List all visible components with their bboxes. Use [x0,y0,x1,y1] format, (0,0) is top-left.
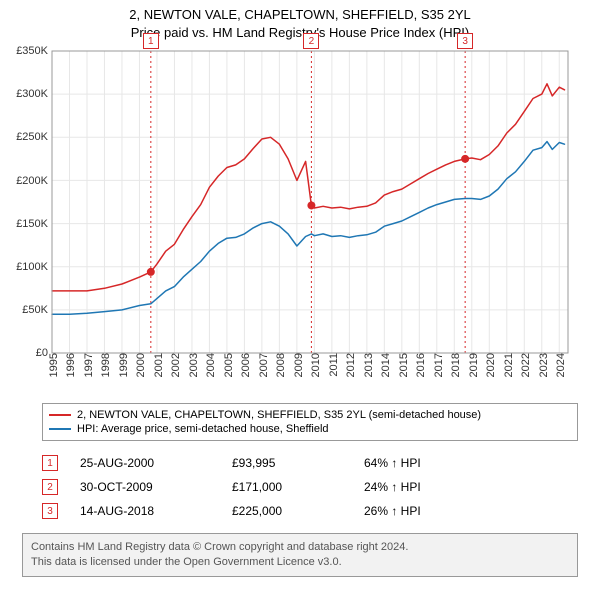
x-tick-label: 1996 [65,353,77,377]
chart-title-line2: Price paid vs. HM Land Registry's House … [0,24,600,42]
x-tick-label: 2008 [275,353,287,377]
x-tick-label: 1995 [48,353,60,377]
sale-price: £93,995 [232,456,342,470]
x-tick-label: 2015 [398,353,410,377]
x-tick-label: 2024 [555,353,567,377]
legend-item: HPI: Average price, semi-detached house,… [49,422,571,436]
x-tick-label: 2020 [485,353,497,377]
x-tick-label: 2003 [188,353,200,377]
legend-swatch [49,414,71,416]
x-tick-label: 2005 [223,353,235,377]
x-tick-label: 2017 [433,353,445,377]
sale-date: 25-AUG-2000 [80,456,210,470]
x-tick-label: 2012 [345,353,357,377]
plot-box: £0£50K£100K£150K£200K£250K£300K£350K1995… [52,51,568,353]
x-tick-label: 2010 [310,353,322,377]
x-tick-label: 2001 [153,353,165,377]
y-tick-label: £250K [16,131,52,143]
y-tick-label: £100K [16,261,52,273]
sales-row: 3 14-AUG-2018 £225,000 26% ↑ HPI [42,499,578,523]
x-tick-label: 2004 [205,353,217,377]
x-tick-label: 1998 [100,353,112,377]
footer-line2: This data is licensed under the Open Gov… [31,555,569,570]
chart-container: { "title": { "line1": "2, NEWTON VALE, C… [0,0,600,590]
footer-attribution: Contains HM Land Registry data © Crown c… [22,533,578,577]
x-tick-label: 2018 [450,353,462,377]
sale-marker-box: 2 [303,33,319,49]
sales-row: 2 30-OCT-2009 £171,000 24% ↑ HPI [42,475,578,499]
sale-marker-box: 3 [457,33,473,49]
footer-line1: Contains HM Land Registry data © Crown c… [31,540,569,555]
x-tick-label: 2016 [415,353,427,377]
y-tick-label: £300K [16,88,52,100]
x-tick-label: 2000 [135,353,147,377]
sale-marker-number: 3 [42,503,58,519]
x-tick-label: 2007 [258,353,270,377]
y-tick-label: £350K [16,45,52,57]
sale-date: 30-OCT-2009 [80,480,210,494]
x-tick-label: 2011 [328,353,340,377]
sale-delta: 24% ↑ HPI [364,480,578,494]
x-tick-label: 2022 [520,353,532,377]
sale-date: 14-AUG-2018 [80,504,210,518]
x-tick-label: 2014 [380,353,392,377]
sales-row: 1 25-AUG-2000 £93,995 64% ↑ HPI [42,451,578,475]
legend-swatch [49,428,71,430]
legend-item: 2, NEWTON VALE, CHAPELTOWN, SHEFFIELD, S… [49,408,571,422]
legend-label: HPI: Average price, semi-detached house,… [77,423,329,435]
sale-delta: 26% ↑ HPI [364,504,578,518]
y-tick-label: £50K [22,304,52,316]
y-tick-label: £150K [16,218,52,230]
x-tick-label: 2006 [240,353,252,377]
chart-title-block: 2, NEWTON VALE, CHAPELTOWN, SHEFFIELD, S… [0,0,600,45]
legend-label: 2, NEWTON VALE, CHAPELTOWN, SHEFFIELD, S… [77,409,481,421]
y-tick-label: £200K [16,175,52,187]
chart-title-line1: 2, NEWTON VALE, CHAPELTOWN, SHEFFIELD, S… [0,6,600,24]
chart-area: £0£50K£100K£150K£200K£250K£300K£350K1995… [10,45,590,395]
x-tick-label: 2002 [170,353,182,377]
sale-marker-number: 1 [42,455,58,471]
x-tick-label: 2021 [503,353,515,377]
sale-marker-box: 1 [143,33,159,49]
legend: 2, NEWTON VALE, CHAPELTOWN, SHEFFIELD, S… [42,403,578,441]
sale-marker-number: 2 [42,479,58,495]
x-tick-label: 2013 [363,353,375,377]
sale-price: £171,000 [232,480,342,494]
sales-table: 1 25-AUG-2000 £93,995 64% ↑ HPI 2 30-OCT-2009… [42,451,578,523]
sale-price: £225,000 [232,504,342,518]
x-tick-label: 1999 [118,353,130,377]
sale-delta: 64% ↑ HPI [364,456,578,470]
x-tick-label: 2019 [468,353,480,377]
x-tick-label: 2009 [293,353,305,377]
x-tick-label: 1997 [83,353,95,377]
x-tick-label: 2023 [538,353,550,377]
